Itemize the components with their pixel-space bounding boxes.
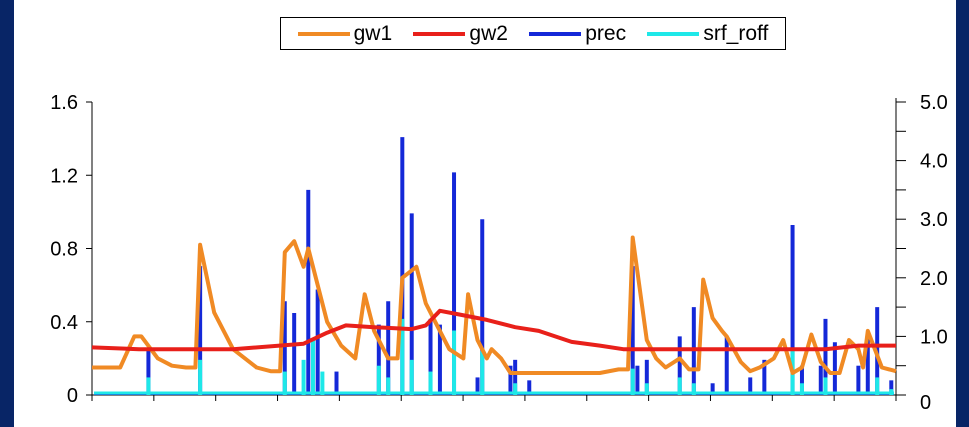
legend-label-gw2: gw2	[469, 21, 508, 45]
legend-label-srf-roff: srf_roff	[703, 21, 769, 45]
left-tick-label: 0.4	[50, 312, 78, 334]
right-tick-label: 4.0	[920, 151, 948, 173]
series-line-gw1	[92, 235, 897, 375]
legend-label-gw1: gw1	[353, 21, 393, 45]
chart-panel: 0 0.4 0.8 1.2 1.6 0 1.0 2.0 3.0 4.0 5.0 gw1 gw2 pr…	[14, 0, 956, 427]
right-tick-label: 2.0	[920, 268, 948, 290]
right-tick-label: 3.0	[920, 209, 948, 231]
legend-item-prec: prec	[529, 22, 626, 46]
left-tick-label: 0.8	[50, 239, 78, 261]
legend-item-gw1: gw1	[297, 21, 393, 46]
right-tick-label: 0	[920, 392, 931, 414]
left-tick-label: 1.6	[50, 92, 78, 114]
chart-canvas: 0 0.4 0.8 1.2 1.6 0 1.0 2.0 3.0 4.0 5.0	[50, 92, 948, 414]
series-line-gw2	[91, 308, 896, 352]
right-tick-label: 1.0	[920, 326, 948, 348]
left-tick-label: 0	[67, 385, 78, 407]
legend-swatch-gw1	[297, 31, 350, 36]
legend-label-prec: prec	[585, 21, 627, 45]
legend-swatch-gw2	[413, 31, 466, 36]
legend-swatch-srf-roff	[647, 31, 700, 36]
legend-item-srf-roff: srf_roff	[647, 22, 768, 46]
legend-swatch-prec	[529, 31, 582, 36]
chart-legend: gw1 gw2 prec srf_roff	[280, 17, 786, 50]
legend-item-gw2: gw2	[413, 22, 508, 46]
right-tick-label: 5.0	[920, 92, 948, 114]
left-tick-label: 1.2	[50, 165, 78, 187]
